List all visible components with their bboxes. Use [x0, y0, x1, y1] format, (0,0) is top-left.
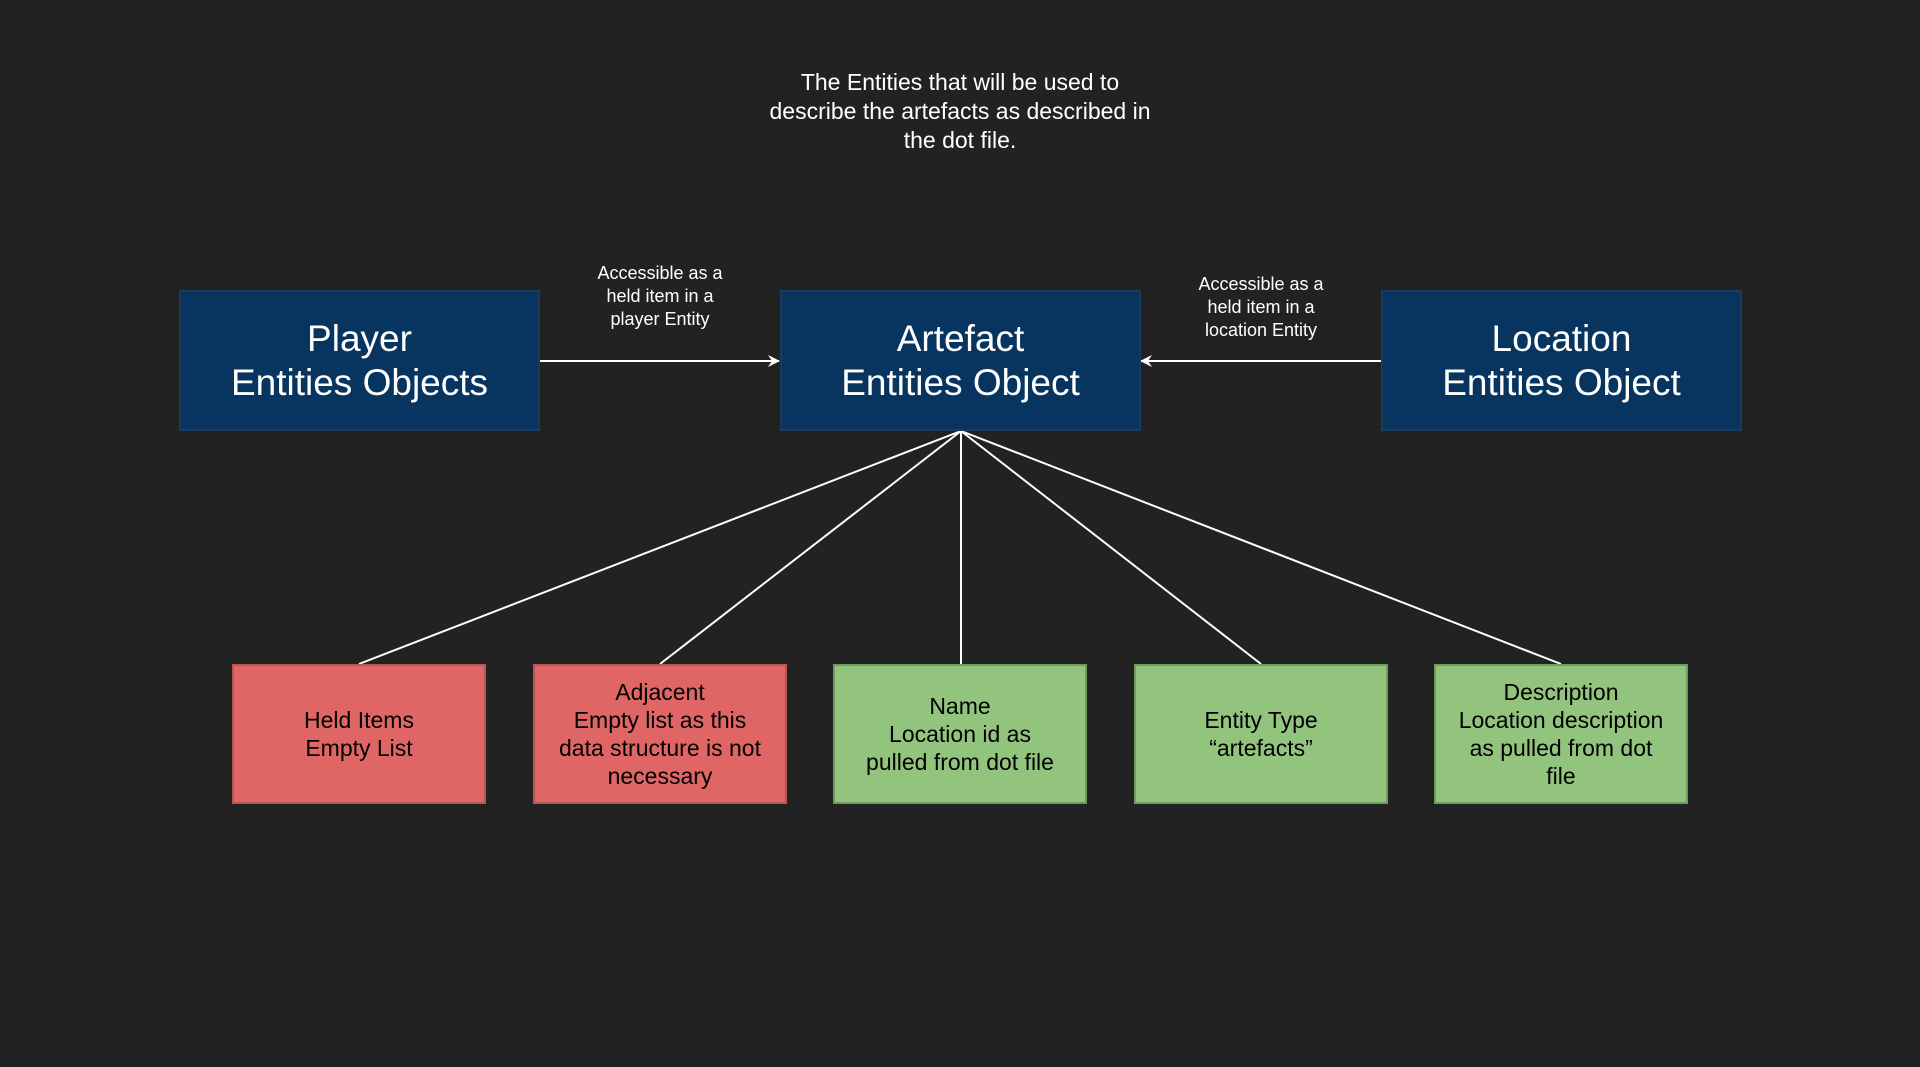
diagram-caption: The Entities that will be used to descri…: [769, 69, 1151, 153]
name-attribute: Name Location id as pulled from dot file: [833, 664, 1087, 804]
adjacent-attribute: Adjacent Empty list as this data structu…: [533, 664, 787, 804]
edge-label-location-to-artefact: Accessible as a held item in a location …: [1198, 274, 1324, 340]
line-to-held-items: [358, 430, 962, 665]
artefact-entity-node: Artefact Entities Object: [780, 290, 1141, 431]
player-entity-node: Player Entities Objects: [179, 290, 540, 431]
line-to-adjacent: [659, 430, 962, 665]
location-entity-node: Location Entities Object: [1381, 290, 1742, 431]
entity-type-attribute: Entity Type “artefacts”: [1134, 664, 1388, 804]
held-items-attribute: Held Items Empty List: [232, 664, 486, 804]
edge-label-player-to-artefact: Accessible as a held item in a player En…: [597, 263, 723, 329]
line-to-entity-type: [960, 430, 1262, 665]
line-to-description: [960, 430, 1562, 665]
description-attribute: Description Location description as pull…: [1434, 664, 1688, 804]
